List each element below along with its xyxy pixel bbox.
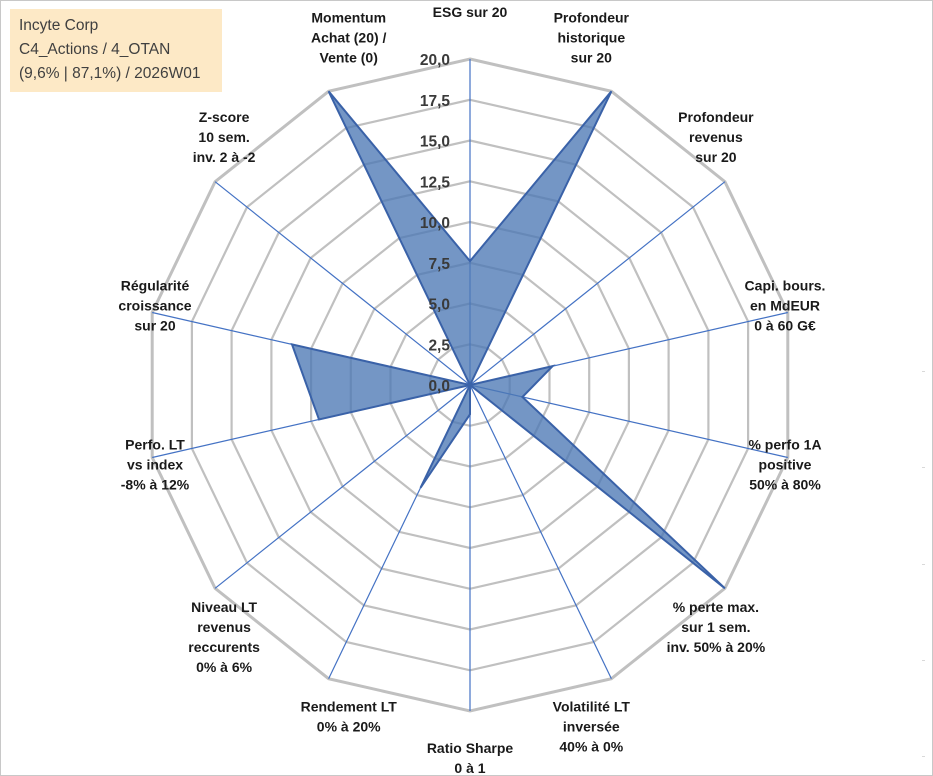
axis-label: Volatilité LT inversée 40% à 0% (553, 699, 631, 755)
title-company: Incyte Corp (19, 17, 99, 34)
tick-label: 7,5 (428, 256, 450, 273)
axis-spoke (214, 181, 471, 386)
axis-label-line: 0% à 20% (317, 719, 381, 735)
axis-label: Rendement LT 0% à 20% (301, 699, 398, 735)
axis-label-line: sur 20 (695, 149, 736, 165)
edge-tick (922, 660, 925, 661)
axis-label-line: Capi. bours. (745, 277, 826, 293)
axis-label-line: revenus (689, 129, 743, 145)
tick-label: 0,0 (428, 378, 450, 395)
axis-label-line: Z-score (199, 109, 250, 125)
axis-label-line: inv. 2 à -2 (193, 149, 256, 165)
radial-tick-labels: 0,0 2,5 5,0 7,5 10,0 12,5 15,0 17,5 20,0 (420, 52, 451, 395)
edge-tick (922, 756, 925, 757)
axis-label-line: Régularité (121, 277, 190, 293)
axis-label: Profondeur historique sur 20 (554, 10, 630, 66)
axis-spoke (469, 384, 612, 679)
axis-label-line: Profondeur (678, 109, 754, 125)
axis-label-line: Ratio Sharpe (427, 740, 514, 756)
tick-label: 5,0 (428, 297, 450, 314)
axis-label-line: positive (759, 457, 812, 473)
axis-label: Profondeur revenus sur 20 (678, 109, 754, 165)
title-portfolio: C4_Actions / 4_OTAN (19, 41, 171, 58)
axis-label: Niveau LT revenus reccurents 0% à 6% (188, 599, 260, 675)
axis-label-line: Volatilité LT (553, 699, 631, 715)
axis-label-line: ESG sur 20 (433, 4, 508, 20)
axis-label: NoteESG sur 20 (433, 1, 508, 20)
axis-label: Momentum Achat (20) / Vente (0) (311, 10, 387, 66)
axis-label-line: sur 1 sem. (681, 619, 750, 635)
axis-label: Ratio Sharpe 0 à 1 (427, 740, 514, 775)
tick-label: 10,0 (420, 215, 450, 232)
axis-labels: NoteESG sur 20 Profondeur historique sur 20… (118, 1, 826, 775)
axis-label-line: 40% à 0% (559, 739, 623, 755)
axis-label-line: inv. 50% à 20% (667, 639, 766, 655)
axis-label: % perfo 1A positive 50% à 80% (748, 437, 821, 493)
axis-label-line: 50% à 80% (749, 477, 821, 493)
axis-label: % perte max. sur 1 sem. inv. 50% à 20% (667, 599, 766, 655)
axis-label-line: inversée (563, 719, 620, 735)
edge-tick (922, 564, 925, 565)
series-polygon (290, 90, 726, 590)
tick-label: 12,5 (420, 174, 451, 191)
axis-label-line: Niveau LT (191, 599, 257, 615)
axis-label-line: 0 à 60 G€ (754, 317, 816, 333)
edge-tick (922, 467, 925, 468)
axis-label-line: Profondeur (554, 10, 630, 26)
series-area (290, 90, 726, 590)
title-box: Incyte Corp C4_Actions / 4_OTAN (9,6% | … (10, 9, 222, 92)
axis-label-line: vs index (127, 457, 183, 473)
axis-label-line: sur 20 (134, 317, 175, 333)
axis-label-line: historique (557, 30, 625, 46)
axis-label-line: sur 20 (571, 50, 612, 66)
tick-label: 20,0 (420, 52, 450, 69)
axis-label-line: % perte max. (673, 599, 759, 615)
axis-label-line: revenus (197, 619, 251, 635)
axis-label-line: 10 sem. (198, 129, 249, 145)
axis-label-line: Achat (20) / (311, 30, 387, 46)
axis-label-line: reccurents (188, 639, 260, 655)
axis-label-line: Perfo. LT (125, 437, 185, 453)
tick-label: 17,5 (420, 93, 451, 110)
tick-label: 15,0 (420, 134, 450, 151)
tick-label: 2,5 (428, 337, 450, 354)
axis-label-line: Momentum (311, 10, 386, 26)
edge-tick (922, 371, 925, 372)
axis-label-line: 0% à 6% (196, 659, 253, 675)
axis-spoke (214, 384, 471, 589)
axis-label-line: % perfo 1A (748, 437, 821, 453)
axis-label: Capi. bours. en MdEUR 0 à 60 G€ (745, 277, 826, 333)
axis-label-line: 0 à 1 (454, 760, 485, 775)
axis-spoke (469, 181, 726, 386)
axis-label-line: en MdEUR (750, 297, 820, 313)
axis-label: Z-score 10 sem. inv. 2 à -2 (193, 109, 256, 165)
axis-label-line: Vente (0) (320, 50, 378, 66)
axis-label-line: -8% à 12% (121, 477, 190, 493)
axis-label: Perfo. LT vs index -8% à 12% (121, 437, 190, 493)
axis-label: Régularité croissance sur 20 (118, 277, 191, 333)
axis-label-line: Rendement LT (301, 699, 398, 715)
title-stats: (9,6% | 87,1%) / 2026W01 (19, 65, 201, 82)
axis-label-line: croissance (118, 297, 191, 313)
